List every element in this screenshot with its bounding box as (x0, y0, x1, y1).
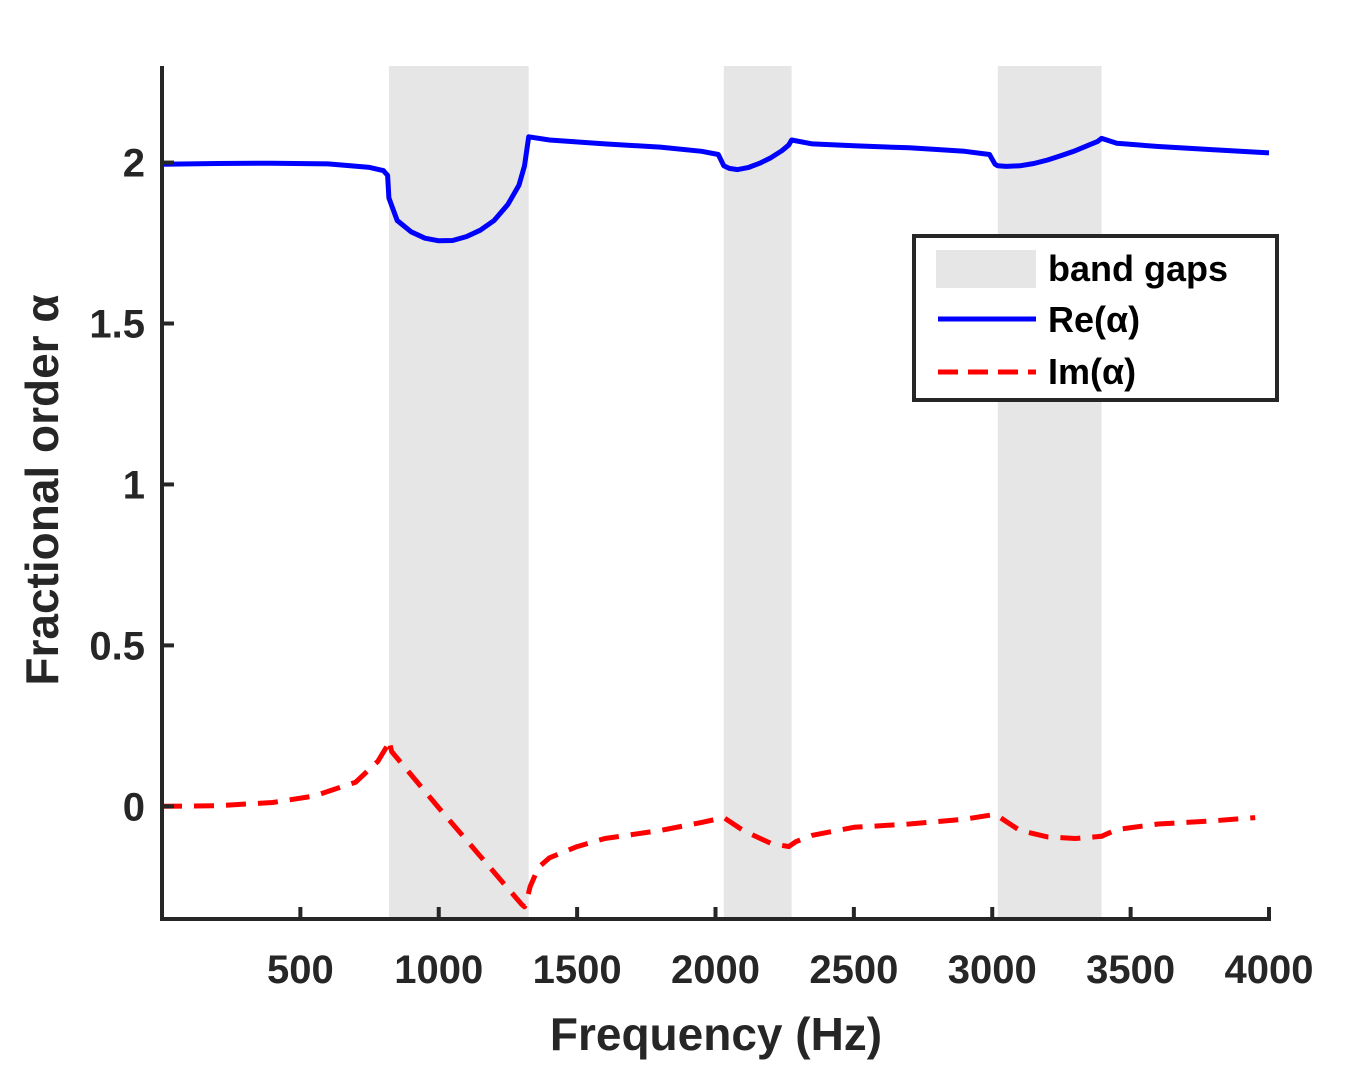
y-tick-label: 0.5 (89, 624, 145, 668)
series-line-re (161, 134, 1270, 244)
band-gap-2 (723, 66, 792, 919)
legend: band gaps Re(α) Im(α) (912, 234, 1279, 402)
series-line-im (161, 737, 1256, 910)
y-tick-label: 1 (123, 463, 145, 507)
y-tick-label: 2 (123, 142, 145, 186)
x-tick-label: 500 (267, 948, 334, 992)
legend-label-re: Re(α) (1048, 299, 1140, 340)
series-lines (161, 134, 1270, 910)
legend-swatch-band-gaps (936, 250, 1036, 288)
x-tick-label: 3000 (948, 948, 1037, 992)
y-tick-label: 0 (123, 785, 145, 829)
x-tick-label: 4000 (1225, 948, 1314, 992)
x-tick-label: 2000 (671, 948, 760, 992)
band-gap-1 (388, 66, 529, 919)
band-gap-3 (997, 66, 1102, 919)
y-axis-title: Fractional order α (16, 294, 68, 685)
x-tick-label: 2500 (809, 948, 898, 992)
x-ticks: 500 1000 1500 2000 2500 3000 3500 4000 (267, 907, 1313, 992)
band-gaps (388, 66, 1102, 919)
x-axis-title: Frequency (Hz) (550, 1008, 882, 1060)
y-tick-label: 1.5 (89, 303, 145, 347)
legend-label-band-gaps: band gaps (1048, 248, 1228, 289)
legend-label-im: Im(α) (1048, 351, 1136, 392)
y-ticks: 0 0.5 1 1.5 2 (89, 142, 174, 829)
x-tick-label: 3500 (1086, 948, 1175, 992)
x-tick-label: 1000 (394, 948, 483, 992)
x-tick-label: 1500 (533, 948, 622, 992)
